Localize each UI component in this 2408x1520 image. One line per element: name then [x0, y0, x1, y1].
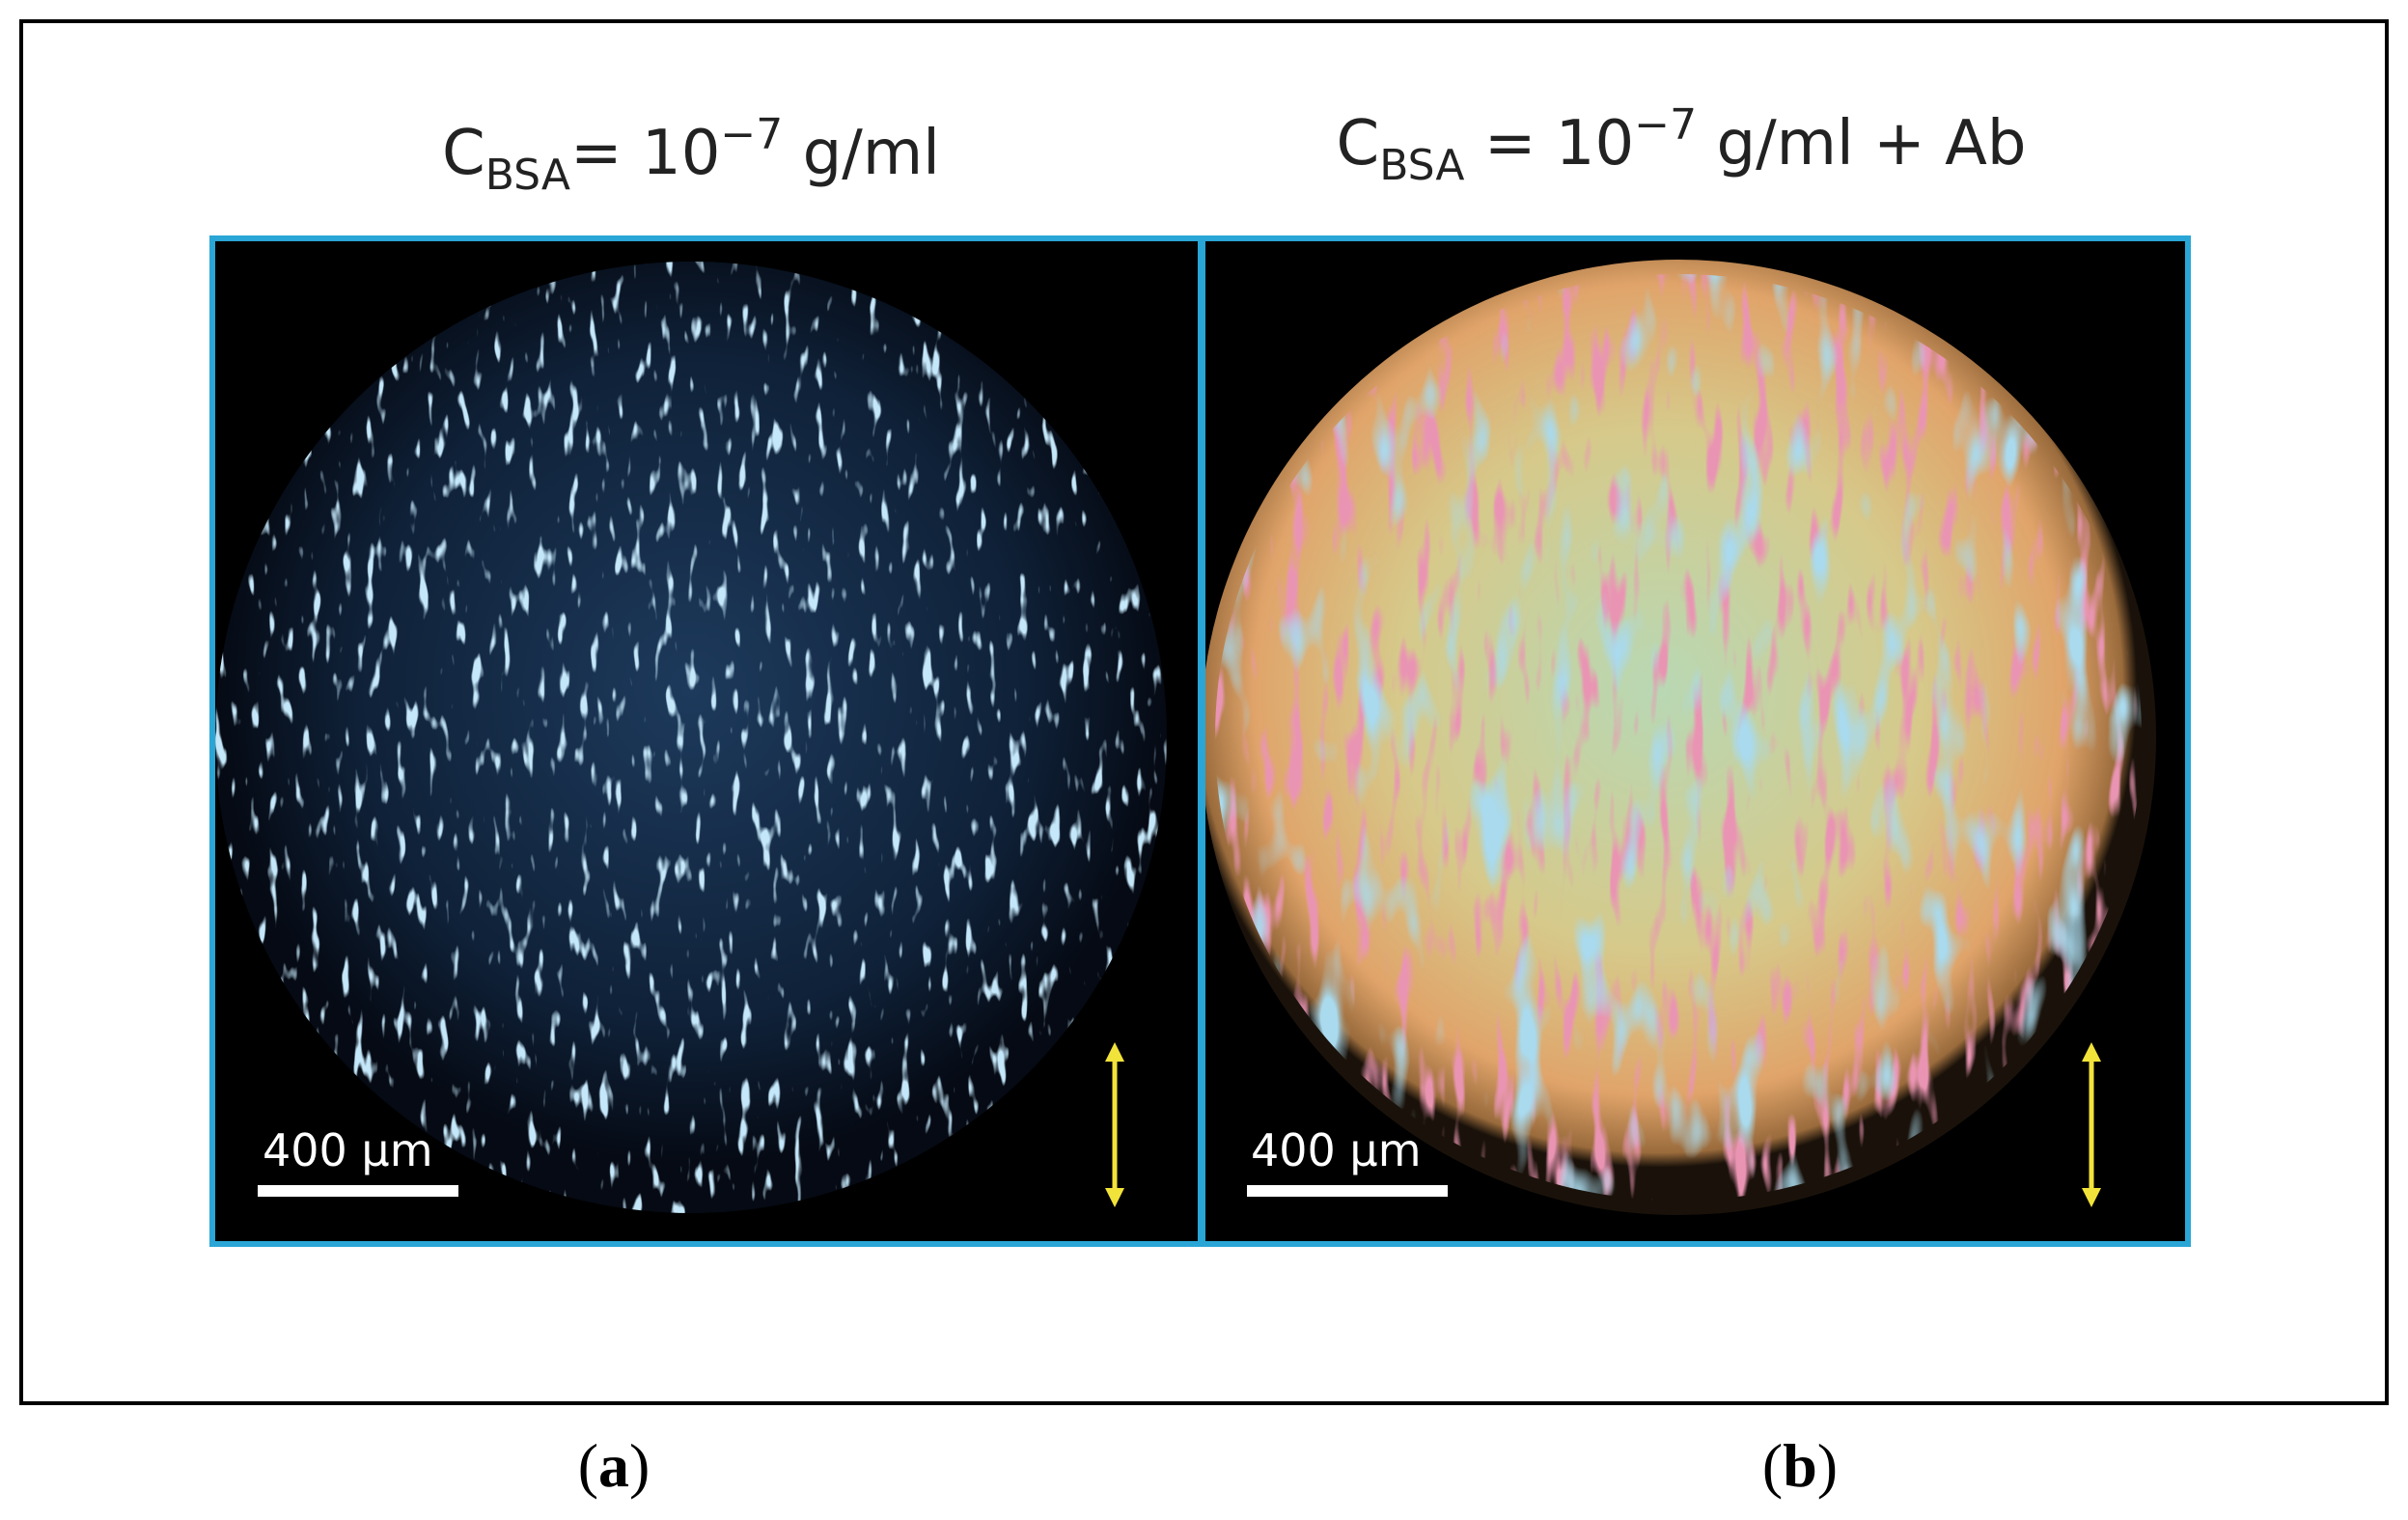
title-symbol: C	[1337, 108, 1380, 180]
label-letter: a	[598, 1431, 629, 1500]
polarizer-arrow	[2082, 1042, 2101, 1207]
title-subscript: BSA	[485, 151, 570, 200]
scale-bar-label: 400 μm	[263, 1124, 433, 1176]
scale-bar	[1247, 1185, 1448, 1197]
panel-frame	[1200, 235, 2191, 1247]
label-open: (	[578, 1431, 598, 1500]
title-subscript: BSA	[1379, 141, 1464, 190]
title-unit: g/ml + Ab	[1697, 108, 2026, 180]
panel-label: (a)	[578, 1431, 650, 1500]
scale-bar	[258, 1185, 458, 1197]
label-close: )	[629, 1431, 650, 1500]
title-unit: g/ml	[783, 118, 940, 189]
title-equals: = 10	[1464, 108, 1634, 180]
title-symbol: C	[442, 118, 485, 189]
title-exponent: −7	[1634, 100, 1697, 150]
title-equals: = 10	[570, 118, 720, 189]
title-exponent: −7	[720, 110, 783, 159]
micrograph-b	[1203, 238, 2188, 1244]
label-open: (	[1762, 1431, 1783, 1500]
label-close: )	[1817, 1431, 1838, 1500]
panel-title: CBSA = 10−7 g/ml + Ab	[1337, 100, 2027, 190]
micrograph-a	[212, 238, 1201, 1244]
polarizer-arrow	[1105, 1042, 1124, 1207]
scale-bar-label: 400 μm	[1251, 1124, 1422, 1176]
panel-label: (b)	[1762, 1431, 1838, 1500]
label-letter: b	[1783, 1431, 1817, 1500]
figure-border	[19, 19, 2389, 1405]
panel-title: CBSA= 10−7 g/ml	[442, 110, 940, 200]
